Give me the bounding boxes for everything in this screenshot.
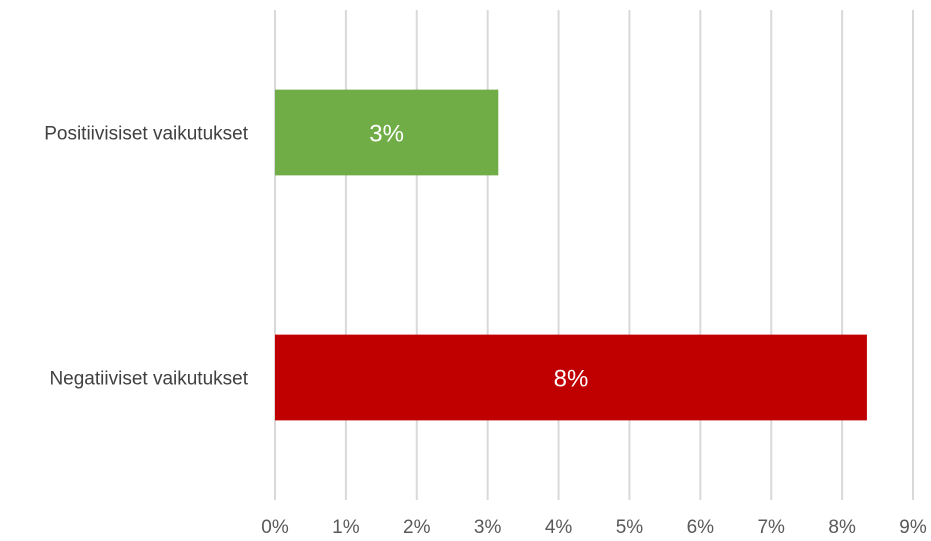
category-label: Positiivisiset vaikutukset xyxy=(44,124,249,145)
x-tick-label: 0% xyxy=(261,517,289,536)
x-axis-tick-labels: 0% 1% 2% 3% 4% 5% 6% 7% 8% 9% xyxy=(261,517,927,538)
x-tick-label: 9% xyxy=(899,517,927,536)
x-tick-label: 6% xyxy=(687,517,715,536)
x-tick-label: 4% xyxy=(545,517,573,536)
bar-data-labels: 3% 8% xyxy=(369,121,588,393)
category-label: Negatiiviset vaikutukset xyxy=(49,369,248,390)
x-tick-label: 1% xyxy=(332,517,360,536)
category-labels: Positiivisiset vaikutukset Negatiiviset v… xyxy=(44,124,249,390)
x-tick-label: 8% xyxy=(828,517,856,536)
x-tick-label: 5% xyxy=(616,517,644,536)
bars xyxy=(275,89,867,421)
gridlines xyxy=(274,10,914,500)
bar xyxy=(275,334,867,421)
x-tick-label: 7% xyxy=(757,517,785,536)
x-tick-label: 3% xyxy=(474,517,502,536)
bar-data-label: 8% xyxy=(554,366,589,393)
bar-data-label: 3% xyxy=(369,121,404,148)
x-tick-label: 2% xyxy=(403,517,431,536)
bar xyxy=(275,89,499,176)
